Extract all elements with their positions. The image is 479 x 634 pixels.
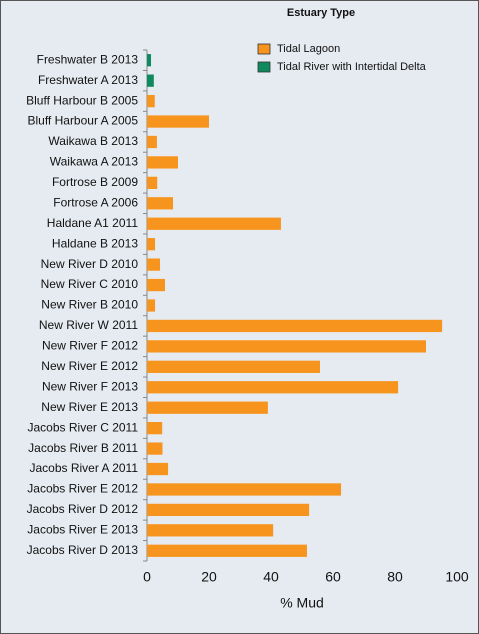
y-tick-label: Jacobs River E 2013 [27, 523, 138, 537]
legend-title: Estuary Type [287, 7, 355, 19]
bar [147, 197, 174, 210]
bar [147, 258, 161, 271]
y-tick-label: Jacobs River E 2012 [27, 482, 138, 496]
y-tick-label: Freshwater A 2013 [38, 73, 138, 87]
legend-swatch [257, 61, 271, 73]
y-tick-label: Freshwater B 2013 [37, 52, 139, 66]
y-tick-label: New River W 2011 [39, 318, 138, 332]
legend-label: Tidal River with Intertidal Delta [277, 61, 427, 73]
y-tick-label: Fortrose A 2006 [53, 195, 138, 209]
y-tick-label: New River E 2013 [41, 400, 138, 414]
y-tick-label: Fortrose B 2009 [52, 175, 138, 189]
bar [147, 483, 342, 496]
y-tick-label: Bluff Harbour A 2005 [27, 114, 138, 128]
y-tick-label: New River F 2013 [42, 379, 138, 393]
x-tick-label: 40 [263, 569, 279, 585]
y-tick-label: Jacobs River D 2013 [27, 543, 139, 557]
y-tick-label: New River B 2010 [41, 298, 138, 312]
y-tick-label: Haldane B 2013 [52, 236, 138, 250]
bar [147, 503, 310, 517]
y-tick-label: Waikawa A 2013 [50, 155, 139, 169]
y-tick-label: Jacobs River D 2012 [27, 502, 139, 516]
bar [147, 135, 157, 149]
y-tick-label: Jacobs River C 2011 [28, 420, 139, 434]
x-tick-label: 20 [201, 569, 217, 585]
bar [147, 340, 426, 353]
y-tick-label: Jacobs River A 2011 [29, 461, 138, 475]
bar [147, 238, 156, 251]
x-tick-label: 100 [445, 569, 469, 585]
y-tick-label: Haldane A1 2011 [47, 216, 139, 230]
bar [147, 156, 178, 169]
y-tick-label: New River C 2010 [41, 277, 139, 291]
y-tick-label: New River E 2012 [41, 359, 138, 373]
x-tick-label: 60 [325, 569, 341, 585]
y-tick-label: Jacobs River B 2011 [28, 441, 138, 455]
bar [147, 422, 163, 435]
bar [147, 217, 281, 230]
bar [147, 544, 307, 557]
y-tick-label: New River D 2010 [41, 257, 139, 271]
bar [147, 462, 169, 476]
bar [147, 381, 399, 394]
bar [147, 94, 155, 108]
legend-label: Tidal Lagoon [277, 43, 340, 55]
bar [147, 319, 443, 333]
bar [147, 299, 156, 312]
bar [147, 115, 209, 128]
bar [147, 401, 268, 414]
bar [147, 360, 320, 373]
bar [147, 442, 163, 455]
bar [147, 524, 274, 537]
x-tick-label: 0 [143, 569, 151, 585]
y-tick-label: New River F 2012 [42, 339, 138, 353]
y-tick-label: Waikawa B 2013 [48, 134, 138, 148]
legend-swatch [257, 43, 271, 55]
bar [147, 176, 158, 189]
x-tick-label: 80 [387, 569, 403, 585]
bar [147, 74, 154, 87]
bar [147, 54, 152, 67]
y-tick-label: Bluff Harbour B 2005 [26, 93, 138, 107]
x-axis-label: % Mud [280, 595, 324, 611]
bar [147, 278, 165, 292]
